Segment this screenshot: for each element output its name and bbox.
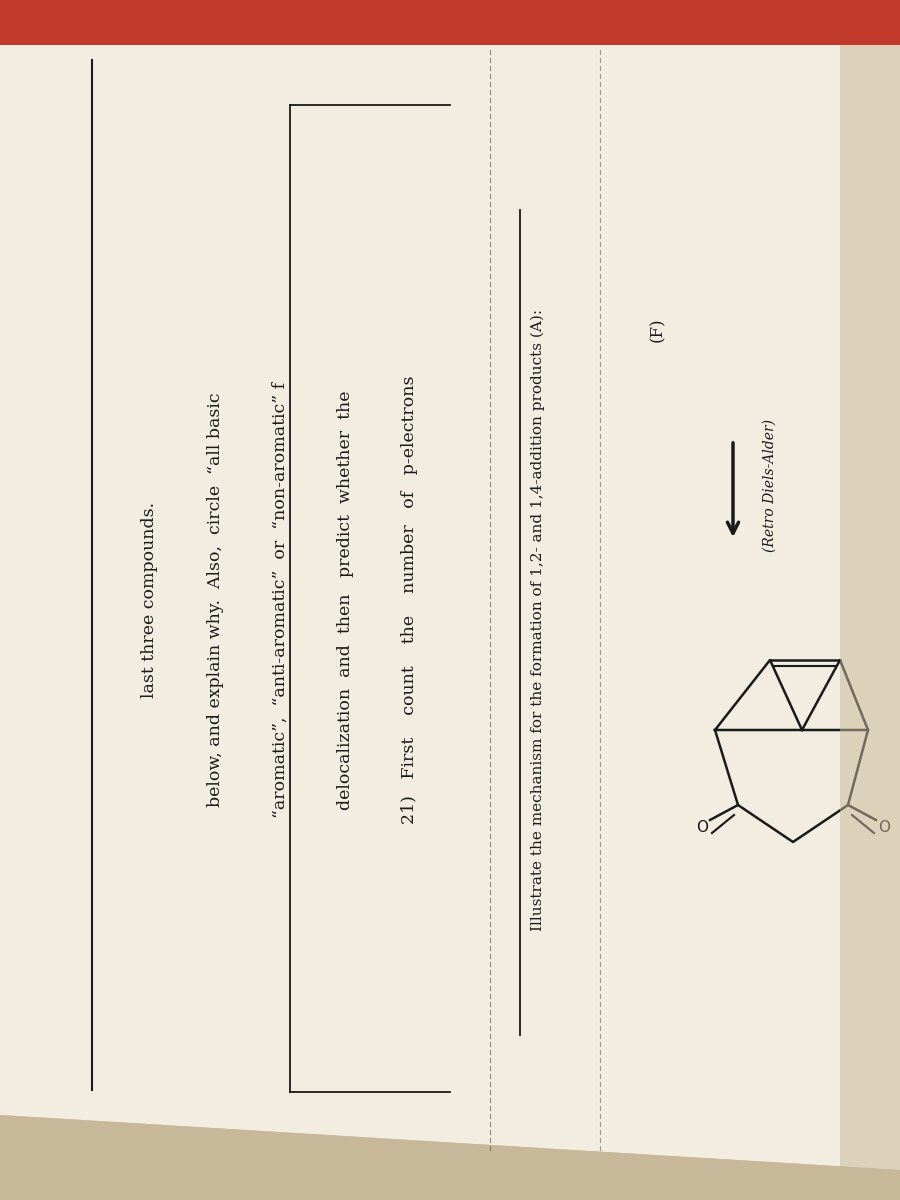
Text: “aromatic”,  “anti-aromatic”  or  “non-aromatic” f: “aromatic”, “anti-aromatic” or “non-arom… <box>272 382 289 818</box>
Text: (Retro Diels-Alder): (Retro Diels-Alder) <box>763 419 777 552</box>
Text: (F): (F) <box>650 318 667 342</box>
Text: Illustrate the mechanism for the formation of 1,2- and 1,4-addition products (A): Illustrate the mechanism for the formati… <box>531 308 545 931</box>
Text: delocalization  and  then   predict  whether  the: delocalization and then predict whether … <box>337 390 354 810</box>
Bar <box>0 0 900 44</box>
Text: O: O <box>878 821 890 835</box>
Text: O: O <box>696 821 708 835</box>
Text: below, and explain why.  Also,  circle  “all basic: below, and explain why. Also, circle “al… <box>206 392 223 808</box>
Text: 21)   First    count    the    number   of   p-electrons: 21) First count the number of p-electron… <box>401 376 419 824</box>
Polygon shape <box>0 1115 900 1200</box>
Text: last three compounds.: last three compounds. <box>141 502 158 698</box>
Polygon shape <box>840 0 900 1200</box>
Polygon shape <box>0 0 900 1170</box>
